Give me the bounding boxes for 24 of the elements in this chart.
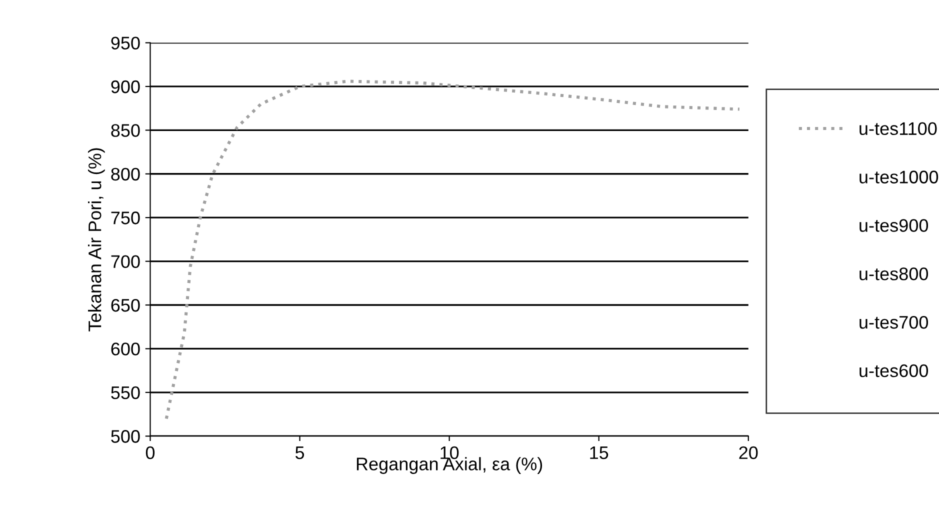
y-axis-title: Tekanan Air Pori, u (%) [88, 148, 105, 332]
text: u-tes1000 [860, 170, 938, 184]
legend-label: u-tes1100 [860, 122, 937, 136]
x-tick-label: 10 [440, 446, 459, 460]
y-tick-label: 600 [111, 342, 140, 356]
text: u-tes700 [860, 316, 928, 329]
line-series [164, 80, 741, 420]
y-tick-label: 650 [111, 298, 140, 312]
x-tick-label: 20 [739, 446, 758, 460]
text: u-tes900 [860, 219, 928, 232]
text: u-tes800 [860, 268, 928, 280]
x-tick-label: 15 [590, 446, 608, 460]
y-tick-label: 850 [111, 124, 140, 137]
x-axis-title: Regangan Axial, εa (%) [356, 457, 542, 474]
x-tick-label: 5 [295, 446, 304, 460]
y-tick-label: 900 [111, 80, 140, 94]
y-tick-label: 800 [111, 168, 140, 181]
y-tick-label: 500 [111, 430, 140, 443]
y-tick-label: 700 [111, 255, 140, 268]
y-tick-label: 550 [111, 386, 140, 400]
y-tick-label: 750 [111, 212, 140, 224]
text: u-tes600 [860, 364, 928, 378]
x-tick-label: 0 [146, 446, 155, 460]
y-tick-label: 950 [111, 36, 140, 50]
